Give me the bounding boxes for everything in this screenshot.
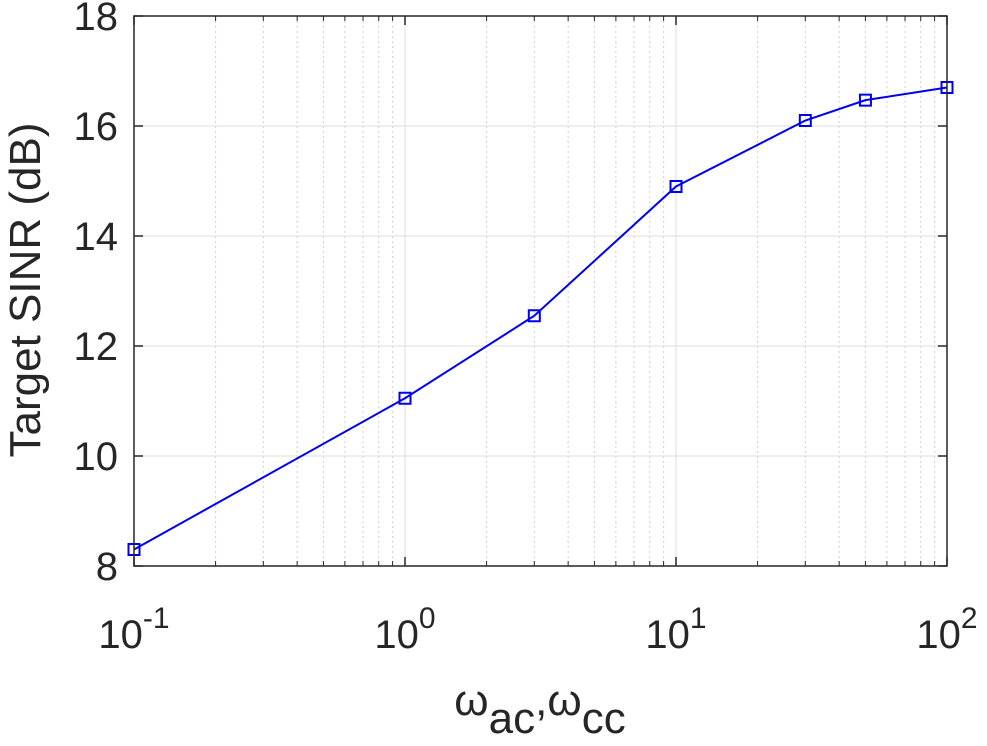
x-tick-label: 102 bbox=[916, 602, 977, 657]
series-line bbox=[133, 86, 948, 551]
y-axis-label: Target SINR (dB) bbox=[1, 123, 50, 458]
data-point-marker bbox=[798, 114, 812, 127]
y-tick-label: 16 bbox=[74, 105, 119, 149]
x-axis-label-separator: , bbox=[535, 676, 547, 725]
x-tick-label: 101 bbox=[645, 602, 706, 657]
x-axis-label-sub-1: ac bbox=[489, 694, 535, 743]
tick-labels: 10-1 100 101 102 8 10 12 14 16 18 bbox=[74, 0, 978, 657]
ticks bbox=[133, 15, 948, 567]
grid bbox=[133, 15, 948, 567]
y-tick-label: 8 bbox=[96, 545, 118, 589]
x-axis-label-symbol-1: ω bbox=[454, 676, 488, 725]
y-tick-label: 18 bbox=[74, 0, 119, 39]
x-tick-label: 100 bbox=[374, 602, 435, 657]
x-tick-label: 10-1 bbox=[98, 602, 169, 657]
axes-box bbox=[133, 15, 948, 567]
y-tick-label: 10 bbox=[74, 435, 119, 479]
data-point-marker bbox=[858, 93, 872, 107]
data-point-marker bbox=[669, 180, 683, 193]
x-axis-label-symbol-2: ω bbox=[547, 676, 581, 725]
y-tick-label: 12 bbox=[74, 325, 119, 369]
data-point-marker bbox=[527, 309, 541, 323]
series-layer bbox=[127, 81, 954, 556]
data-point-marker bbox=[398, 391, 412, 405]
x-axis-label-sub-2: cc bbox=[582, 694, 626, 743]
y-tick-label: 14 bbox=[74, 215, 119, 259]
x-axis-label: ωac,ωcc bbox=[454, 676, 625, 743]
